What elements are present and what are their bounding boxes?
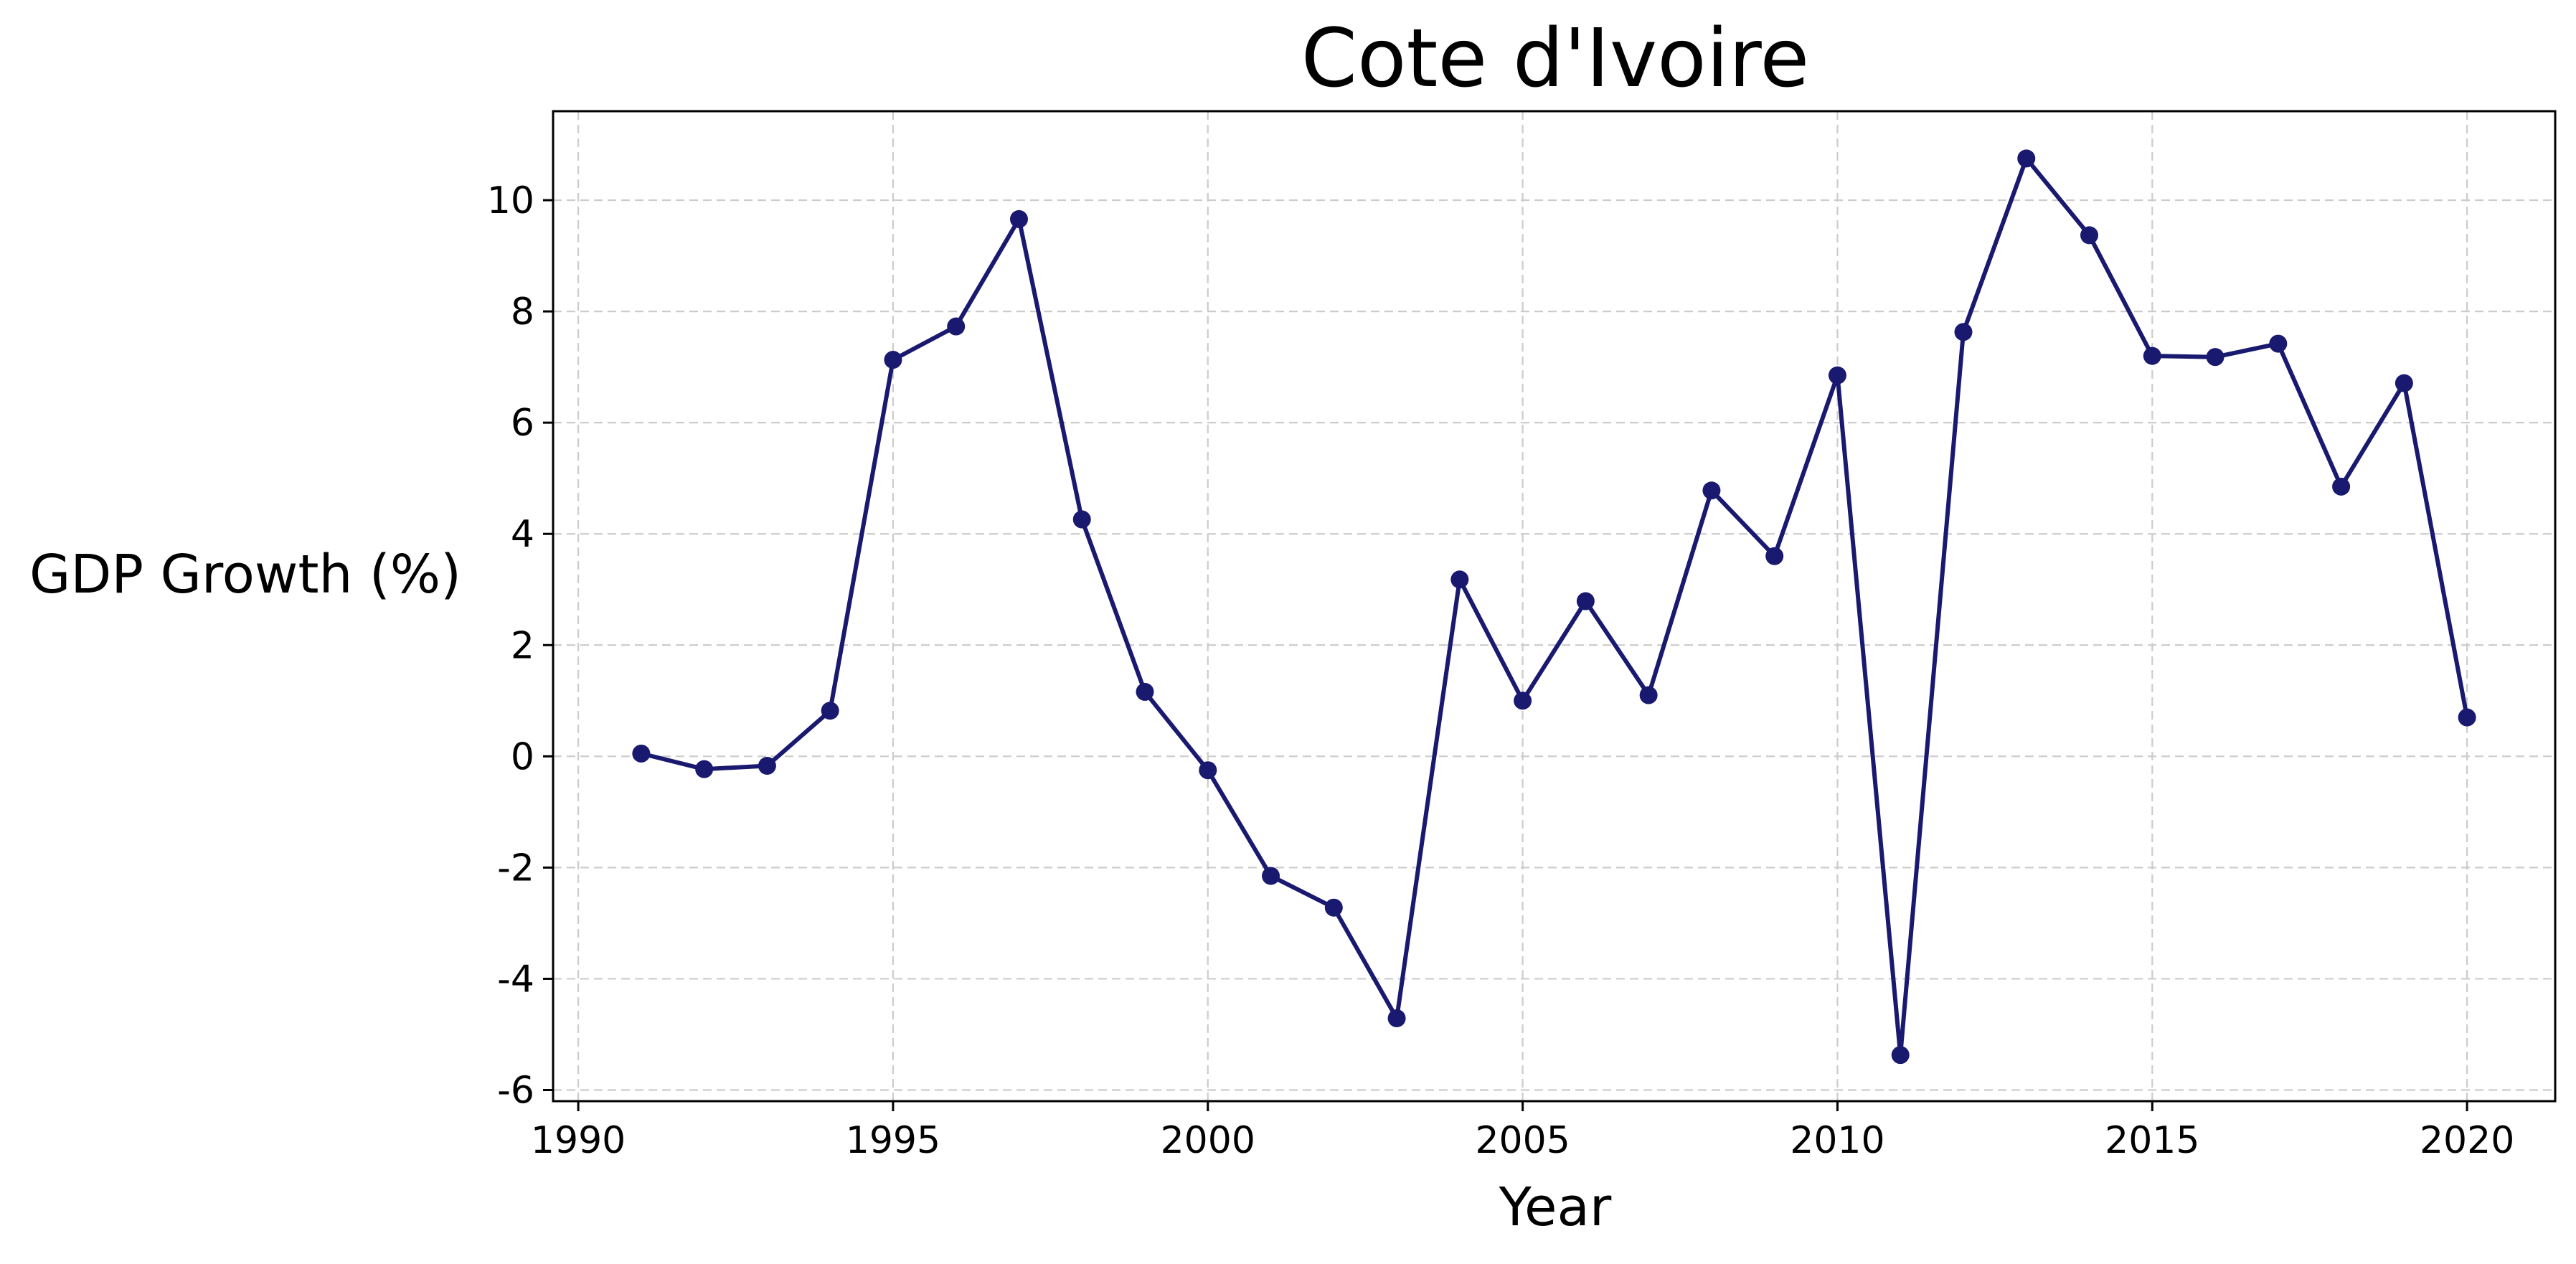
data-point (1262, 867, 1280, 885)
x-tick-label: 1995 (846, 1119, 940, 1162)
data-point (947, 317, 966, 336)
data-point (1324, 898, 1343, 917)
data-point (1450, 570, 1469, 589)
y-tick-label: 2 (511, 624, 534, 667)
x-tick-label: 2005 (1475, 1119, 1570, 1162)
y-tick-label: -4 (497, 958, 534, 1001)
axes: 1990 1995 2000 2005 2010 2015 2020 -6 -4 -2 0 2 4 6 8 1… (487, 110, 2557, 1162)
data-point (1009, 209, 1028, 228)
y-axis-label: GDP Growth (%) (29, 544, 461, 605)
data-point (2269, 334, 2288, 353)
data-point (1639, 686, 1658, 704)
y-tick-label: 0 (511, 735, 534, 778)
data-point (2395, 374, 2413, 392)
data-point (1891, 1046, 1910, 1065)
data-point (2143, 346, 2161, 365)
x-tick-label: 2000 (1161, 1119, 1255, 1162)
data-point (632, 744, 651, 763)
plot-frame (552, 110, 2557, 1103)
data-point (1387, 1009, 1406, 1027)
data-point (1828, 366, 1846, 385)
data-point (2017, 149, 2036, 168)
y-tick-label: 10 (487, 179, 534, 222)
y-tick-label: -6 (497, 1069, 534, 1112)
data-point (1702, 481, 1721, 500)
y-tick-label: -2 (497, 846, 534, 890)
data-point (2206, 348, 2224, 367)
x-tick-label: 2015 (2105, 1119, 2199, 1162)
data-point (1576, 592, 1595, 610)
data-point (695, 760, 714, 778)
data-point (1072, 510, 1091, 529)
data-point (1136, 682, 1154, 701)
data-point (821, 702, 839, 720)
x-tick-label: 1990 (531, 1119, 626, 1162)
data-point (2080, 226, 2099, 245)
data-point (1954, 323, 1973, 341)
data-series (632, 149, 2476, 1065)
data-point (884, 351, 902, 369)
data-point (1514, 692, 1532, 710)
x-axis-label: Year (1499, 1176, 1612, 1238)
x-tick-label: 2010 (1790, 1119, 1884, 1162)
data-point (1199, 761, 1217, 780)
series-line (638, 156, 2470, 1057)
data-point (2458, 708, 2476, 727)
y-tick-label: 4 (511, 513, 534, 556)
data-point (2332, 477, 2351, 496)
y-tick-label: 6 (511, 402, 534, 445)
data-point (1765, 547, 1784, 565)
data-point (758, 757, 776, 775)
x-tick-label: 2020 (2420, 1119, 2514, 1162)
chart-title: Cote d'Ivoire (1301, 12, 1809, 105)
y-tick-label: 8 (511, 291, 534, 334)
grid (553, 111, 2555, 1101)
